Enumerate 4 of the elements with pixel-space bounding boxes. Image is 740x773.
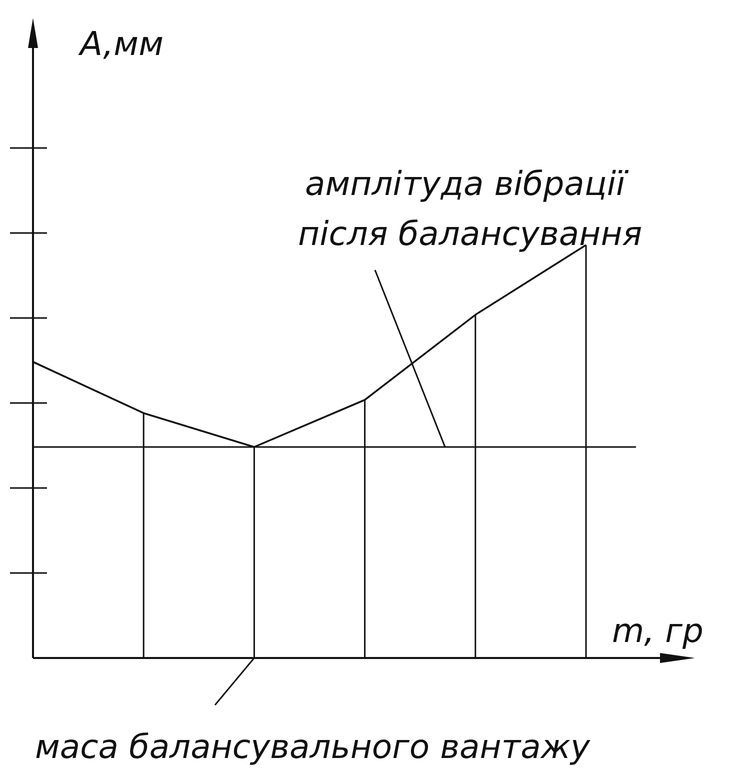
text: A,мм	[78, 24, 164, 63]
text: маса балансувального вантажу	[35, 727, 591, 766]
ref-line-label: амплітуда вібрації після балансування	[298, 164, 642, 253]
x-axis-title: m, гр	[612, 611, 704, 650]
